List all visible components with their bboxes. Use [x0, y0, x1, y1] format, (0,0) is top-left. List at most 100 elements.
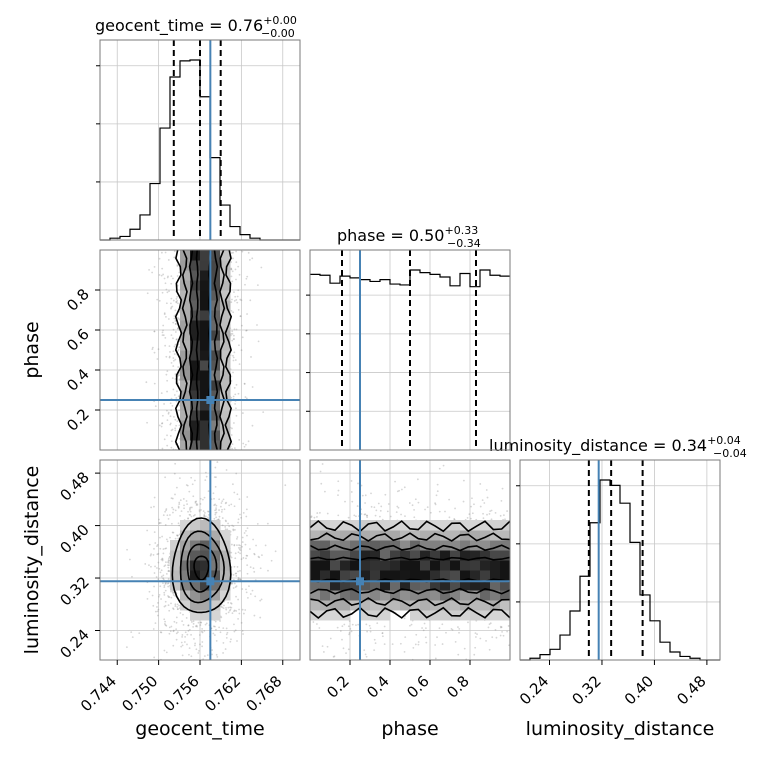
sample-point-geocent_time-vs-luminosity_distance-1001 — [225, 633, 228, 636]
density-cell-geocent_time-vs-phase-11-3 — [210, 410, 221, 421]
sample-point-phase-vs-luminosity_distance-207 — [384, 493, 387, 496]
sample-point-phase-vs-luminosity_distance-751 — [320, 482, 323, 485]
density-cell-phase-vs-luminosity_distance-12-12 — [430, 530, 441, 541]
density-cell-phase-vs-luminosity_distance-15-7 — [460, 580, 471, 591]
sample-point-geocent_time-vs-luminosity_distance-13 — [189, 507, 191, 510]
density-cell-phase-vs-luminosity_distance-11-9 — [420, 560, 431, 571]
sample-point-geocent_time-vs-luminosity_distance-1320 — [182, 623, 185, 626]
sample-point-phase-vs-luminosity_distance-550 — [489, 510, 492, 513]
density-cell-geocent_time-vs-luminosity_distance-12-9 — [220, 560, 231, 571]
xtick-label-phase-3: 0.8 — [443, 672, 473, 702]
sample-point-phase-vs-luminosity_distance-840 — [357, 623, 360, 626]
density-cell-geocent_time-vs-phase-8-17 — [180, 270, 191, 281]
density-cell-geocent_time-vs-luminosity_distance-7-11 — [170, 540, 181, 551]
sample-point-geocent_time-vs-luminosity_distance-578 — [216, 655, 219, 658]
sample-point-geocent_time-vs-luminosity_distance-455 — [195, 624, 198, 627]
density-cell-geocent_time-vs-luminosity_distance-10-6 — [200, 590, 211, 601]
sample-point-geocent_time-vs-luminosity_distance-446 — [192, 514, 195, 517]
sample-point-geocent_time-vs-luminosity_distance-807 — [163, 623, 166, 625]
sample-point-geocent_time-vs-luminosity_distance-602 — [230, 602, 233, 605]
density-cell-phase-vs-luminosity_distance-3-9 — [340, 560, 351, 571]
sample-point-geocent_time-vs-phase-1325 — [177, 327, 179, 330]
contour-geocent_time-vs-phase-1-left — [188, 250, 194, 450]
sample-point-geocent_time-vs-luminosity_distance-540 — [182, 613, 184, 616]
sample-point-geocent_time-vs-luminosity_distance-595 — [169, 536, 171, 539]
sample-point-phase-vs-luminosity_distance-239 — [506, 630, 509, 633]
sample-point-geocent_time-vs-phase-1297 — [233, 338, 235, 340]
sample-point-phase-vs-luminosity_distance-957 — [457, 653, 460, 656]
sample-point-geocent_time-vs-luminosity_distance-524 — [175, 621, 178, 624]
sample-point-geocent_time-vs-phase-1030 — [153, 351, 156, 354]
sample-point-geocent_time-vs-luminosity_distance-1319 — [243, 532, 246, 534]
sample-point-geocent_time-vs-luminosity_distance-67 — [228, 609, 231, 612]
sample-point-geocent_time-vs-luminosity_distance-362 — [237, 598, 239, 601]
sample-point-phase-vs-luminosity_distance-1222 — [436, 636, 438, 639]
density-cell-phase-vs-luminosity_distance-16-9 — [470, 560, 481, 571]
sample-point-phase-vs-luminosity_distance-1385 — [321, 463, 324, 465]
sample-point-geocent_time-vs-luminosity_distance-731 — [165, 561, 167, 564]
sample-point-geocent_time-vs-luminosity_distance-780 — [168, 596, 171, 598]
sample-point-geocent_time-vs-luminosity_distance-275 — [218, 498, 221, 501]
density-cell-geocent_time-vs-luminosity_distance-7-7 — [170, 580, 181, 591]
sample-point-geocent_time-vs-luminosity_distance-23 — [153, 656, 156, 659]
sample-point-geocent_time-vs-luminosity_distance-169 — [245, 515, 248, 518]
sample-point-phase-vs-luminosity_distance-541 — [422, 629, 425, 632]
sample-point-geocent_time-vs-luminosity_distance-1270 — [242, 633, 244, 635]
sample-point-phase-vs-luminosity_distance-380 — [417, 641, 420, 643]
density-cell-phase-vs-luminosity_distance-10-7 — [410, 580, 421, 591]
density-cell-phase-vs-luminosity_distance-12-7 — [430, 580, 441, 591]
density-cell-phase-vs-luminosity_distance-19-6 — [500, 590, 510, 601]
sample-point-geocent_time-vs-luminosity_distance-82 — [181, 644, 184, 647]
sample-point-geocent_time-vs-luminosity_distance-557 — [182, 498, 185, 500]
sample-point-geocent_time-vs-luminosity_distance-376 — [235, 610, 238, 612]
density-cell-phase-vs-luminosity_distance-1-11 — [320, 540, 331, 551]
sample-point-geocent_time-vs-phase-874 — [232, 359, 235, 362]
sample-point-geocent_time-vs-luminosity_distance-1145 — [152, 628, 155, 630]
density-cell-phase-vs-luminosity_distance-7-4 — [380, 610, 391, 621]
sample-point-geocent_time-vs-phase-700 — [175, 297, 178, 300]
contour-geocent_time-vs-phase-3-left — [174, 250, 183, 450]
sample-point-geocent_time-vs-luminosity_distance-733 — [163, 593, 166, 596]
density-cell-phase-vs-luminosity_distance-10-11 — [410, 540, 421, 551]
sample-point-phase-vs-luminosity_distance-1342 — [438, 467, 441, 470]
sample-point-geocent_time-vs-luminosity_distance-1236 — [184, 635, 187, 638]
density-cell-geocent_time-vs-phase-9-3 — [190, 410, 201, 421]
sample-point-geocent_time-vs-phase-341 — [146, 292, 149, 295]
sample-point-geocent_time-vs-luminosity_distance-221 — [224, 502, 227, 505]
sample-point-phase-vs-luminosity_distance-650 — [400, 488, 403, 491]
density-cell-phase-vs-luminosity_distance-15-10 — [460, 550, 471, 561]
sample-point-geocent_time-vs-luminosity_distance-334 — [203, 512, 206, 514]
sample-point-geocent_time-vs-phase-339 — [232, 311, 235, 314]
sample-point-geocent_time-vs-luminosity_distance-552 — [188, 647, 191, 650]
sample-point-geocent_time-vs-luminosity_distance-622 — [172, 511, 174, 514]
sample-point-geocent_time-vs-luminosity_distance-647 — [169, 630, 172, 633]
sample-point-geocent_time-vs-luminosity_distance-921 — [226, 528, 229, 531]
sample-point-geocent_time-vs-luminosity_distance-293 — [232, 525, 235, 528]
sample-point-geocent_time-vs-luminosity_distance-220 — [204, 479, 207, 482]
sample-point-geocent_time-vs-luminosity_distance-980 — [168, 570, 171, 573]
density-cell-geocent_time-vs-luminosity_distance-11-7 — [210, 580, 221, 591]
ytick-label-luminosity_distance-0: 0.24 — [56, 626, 92, 662]
sample-point-geocent_time-vs-phase-1107 — [166, 419, 169, 422]
sample-point-geocent_time-vs-luminosity_distance-889 — [162, 552, 165, 555]
density-cell-phase-vs-luminosity_distance-3-7 — [340, 580, 351, 591]
sample-point-geocent_time-vs-luminosity_distance-344 — [233, 623, 235, 626]
sample-point-geocent_time-vs-phase-484 — [170, 409, 173, 412]
sample-point-geocent_time-vs-luminosity_distance-1045 — [187, 624, 190, 627]
sample-point-phase-vs-luminosity_distance-956 — [486, 513, 488, 516]
sample-point-geocent_time-vs-phase-323 — [169, 402, 172, 405]
density-cell-geocent_time-vs-phase-12-14 — [220, 300, 231, 311]
sample-point-geocent_time-vs-luminosity_distance-997 — [228, 525, 231, 528]
sample-point-geocent_time-vs-luminosity_distance-85 — [158, 567, 161, 570]
density-cell-geocent_time-vs-phase-9-9 — [190, 350, 201, 361]
sample-point-geocent_time-vs-phase-72 — [164, 251, 167, 254]
sample-point-geocent_time-vs-luminosity_distance-231 — [164, 524, 167, 526]
sample-point-phase-vs-luminosity_distance-398 — [489, 622, 492, 625]
density-cell-geocent_time-vs-phase-10-14 — [200, 300, 211, 311]
sample-point-geocent_time-vs-luminosity_distance-5 — [238, 608, 240, 611]
density-cell-phase-vs-luminosity_distance-0-11 — [310, 540, 321, 551]
sample-point-geocent_time-vs-luminosity_distance-1069 — [207, 516, 209, 519]
density-cell-phase-vs-luminosity_distance-0-7 — [310, 580, 321, 591]
sample-point-geocent_time-vs-luminosity_distance-1031 — [164, 510, 166, 513]
sample-point-geocent_time-vs-luminosity_distance-1149 — [165, 572, 168, 575]
